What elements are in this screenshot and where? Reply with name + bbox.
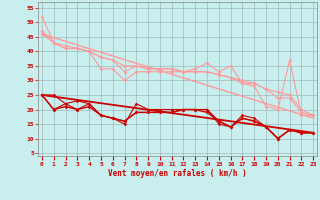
X-axis label: Vent moyen/en rafales ( km/h ): Vent moyen/en rafales ( km/h ) <box>108 169 247 178</box>
